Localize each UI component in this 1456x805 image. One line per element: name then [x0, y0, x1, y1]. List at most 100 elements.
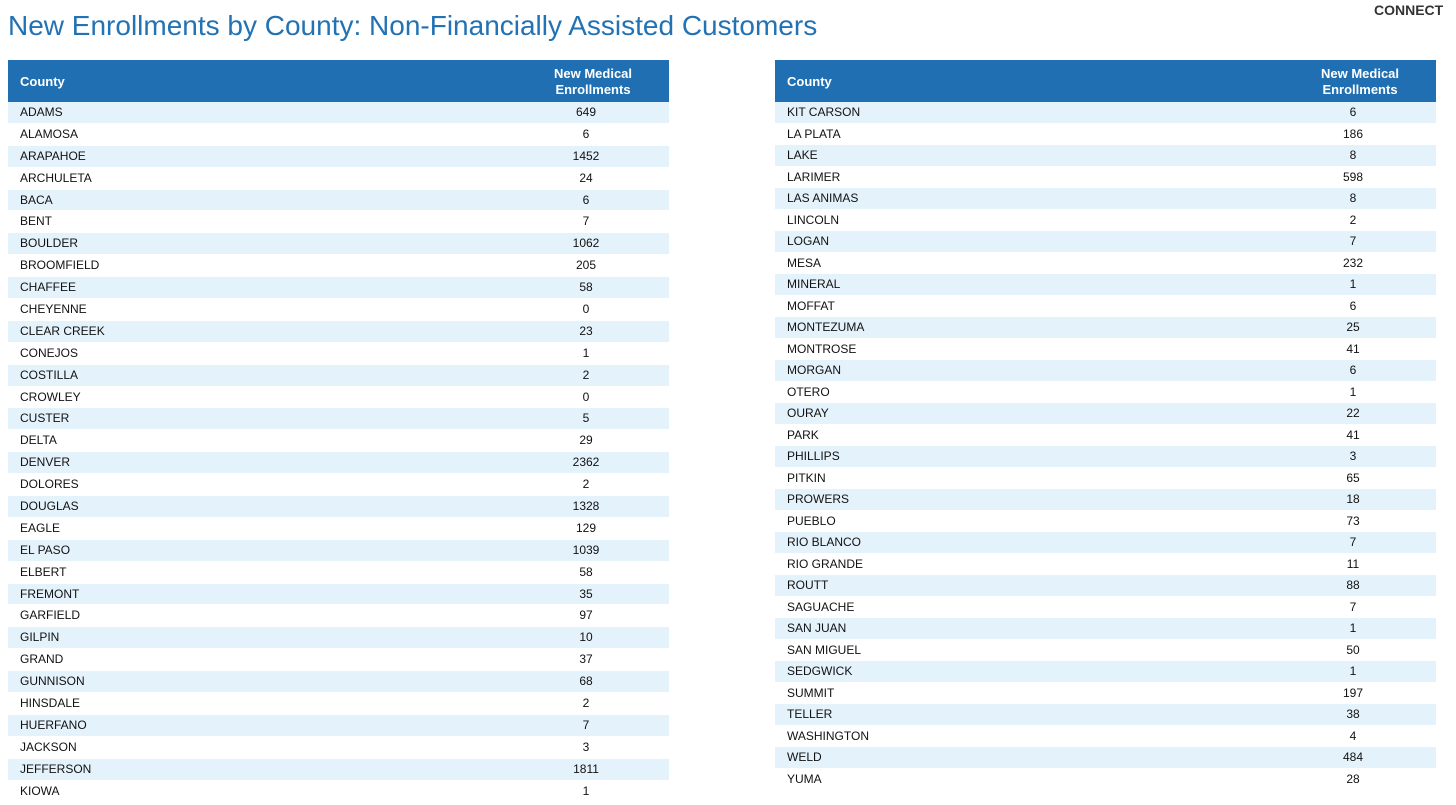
- enrollment-count: 197: [1342, 685, 1364, 700]
- county-name: HUERFANO: [20, 717, 87, 732]
- table-row: MOFFAT 6: [775, 296, 1436, 317]
- enrollment-count: 22: [1346, 406, 1360, 420]
- enrollment-count: 25: [1346, 320, 1360, 334]
- table-row: LAS ANIMAS 8: [775, 188, 1436, 210]
- table: County New Medical Enrollments KIT CARSON 6…: [775, 60, 1436, 790]
- table-row: SUMMIT 197: [775, 683, 1436, 704]
- enrollment-count: 2: [582, 367, 590, 382]
- table-row: FREMONT 35: [8, 583, 669, 606]
- county-name: FREMONT: [20, 586, 80, 601]
- table-row: LOGAN 7: [775, 231, 1436, 253]
- county-name: GILPIN: [20, 630, 60, 645]
- county-name: RIO GRANDE: [787, 556, 864, 571]
- table-row: BOULDER 1062: [8, 233, 669, 256]
- county-name: SAN MIGUEL: [787, 642, 862, 657]
- enrollment-count: 8: [1349, 191, 1357, 205]
- enrollment-count: 1: [582, 783, 590, 798]
- county-name: MONTEZUMA: [787, 320, 865, 334]
- county-name: ROUTT: [787, 578, 829, 592]
- table-row: KIOWA 1: [8, 781, 669, 803]
- table-row: OURAY 22: [775, 403, 1436, 425]
- table-row: BROOMFIELD 205: [8, 255, 669, 278]
- enrollment-count: 7: [582, 214, 590, 229]
- enrollment-count: 1: [1349, 621, 1357, 635]
- county-name: PUEBLO: [787, 513, 836, 528]
- enrollment-count: 1: [1349, 664, 1357, 678]
- county-name: WASHINGTON: [787, 728, 870, 743]
- table-row: JEFFERSON 1811: [8, 758, 669, 781]
- enrollment-count: 41: [1346, 427, 1360, 442]
- table-row: PITKIN 65: [775, 468, 1436, 489]
- table-row: CHEYENNE 0: [8, 299, 669, 321]
- county-name: ALAMOSA: [20, 126, 79, 141]
- enrollment-count: 28: [1346, 771, 1360, 786]
- enrollment-count: 7: [582, 717, 590, 732]
- table-row: PARK 41: [775, 425, 1436, 446]
- table-row: PROWERS 18: [775, 489, 1436, 511]
- table-row: SAGUACHE 7: [775, 597, 1436, 618]
- table-row: PUEBLO 73: [775, 511, 1436, 532]
- enrollment-count: 65: [1346, 470, 1360, 485]
- enrollment-count: 2: [582, 696, 590, 711]
- enrollment-count: 2: [1349, 212, 1357, 227]
- table-row: ROUTT 88: [775, 575, 1436, 597]
- enrollment-count: 6: [582, 126, 590, 141]
- enrollment-count: 58: [579, 280, 593, 295]
- enrollment-count: 11: [1346, 556, 1360, 571]
- county-name: WELD: [787, 750, 822, 764]
- column-header: County: [20, 74, 65, 89]
- logo: CONNECT: [1374, 2, 1444, 18]
- county-name: OURAY: [787, 406, 829, 420]
- table-row: KIT CARSON 6: [775, 102, 1436, 124]
- enrollment-count: 35: [579, 586, 593, 601]
- enrollment-count: 5: [582, 411, 590, 426]
- table-row: DOUGLAS 1328: [8, 496, 669, 518]
- county-name: DENVER: [20, 455, 71, 470]
- county-name: KIT CARSON: [787, 105, 861, 119]
- county-name: CLEAR CREEK: [20, 323, 105, 338]
- table-row: ELBERT 58: [8, 562, 669, 584]
- table-row: HINSDALE 2: [8, 693, 669, 715]
- county-name: RIO BLANCO: [787, 535, 862, 549]
- county-name: LARIMER: [787, 169, 841, 184]
- table-row: OTERO 1: [775, 382, 1436, 403]
- column-header: County: [787, 74, 832, 89]
- table-row: CROWLEY 0: [8, 387, 669, 409]
- county-name: CHAFFEE: [20, 280, 77, 295]
- table-row: LA PLATA 186: [775, 124, 1436, 145]
- enrollment-count: 1452: [572, 148, 600, 163]
- enrollment-count: 3: [582, 739, 590, 754]
- table-row: MONTROSE 41: [775, 339, 1436, 360]
- county-name: EAGLE: [20, 520, 61, 535]
- table-row: DENVER 2362: [8, 452, 669, 475]
- enrollment-count: 29: [579, 433, 593, 448]
- county-name: DELTA: [20, 433, 57, 448]
- table-row: GRAND 37: [8, 649, 669, 672]
- enrollment-count: 7: [1349, 234, 1357, 248]
- table-row: WASHINGTON 4: [775, 726, 1436, 747]
- table-row: ADAMS 649: [8, 102, 669, 124]
- county-name: EL PASO: [20, 542, 71, 557]
- enrollment-count: 10: [579, 630, 593, 645]
- table-row: MONTEZUMA 25: [775, 317, 1436, 339]
- enrollment-count: 1328: [572, 499, 600, 514]
- county-name: BOULDER: [20, 236, 79, 251]
- county-name: DOLORES: [20, 477, 79, 492]
- county-name: BENT: [20, 214, 53, 229]
- county-name: TELLER: [787, 707, 833, 721]
- county-name: HINSDALE: [20, 696, 81, 711]
- county-name: COSTILLA: [20, 367, 79, 382]
- table-row: LINCOLN 2: [775, 210, 1436, 231]
- enrollment-count: 8: [1349, 148, 1357, 162]
- enrollment-count: 1811: [573, 761, 599, 776]
- county-name: MONTROSE: [787, 341, 857, 356]
- county-name: PARK: [787, 427, 819, 442]
- county-name: MINERAL: [787, 277, 841, 291]
- county-name: BACA: [20, 192, 53, 207]
- county-name: DOUGLAS: [20, 499, 79, 514]
- county-name: CONEJOS: [20, 345, 79, 360]
- table-row: JACKSON 3: [8, 737, 669, 759]
- table-header: County New Medical Enrollments: [775, 60, 1436, 102]
- table-row: ARCHULETA 24: [8, 168, 669, 190]
